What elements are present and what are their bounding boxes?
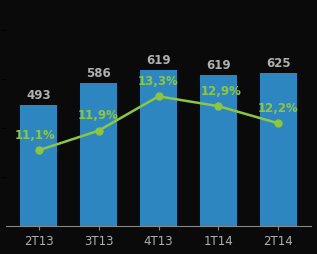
Text: 13,3%: 13,3%: [138, 75, 179, 88]
Text: 11,9%: 11,9%: [78, 109, 119, 122]
Text: 493: 493: [26, 89, 51, 103]
Text: 586: 586: [86, 67, 111, 80]
Bar: [20, 105, 57, 226]
Bar: [260, 73, 297, 226]
Text: 625: 625: [266, 57, 291, 70]
Text: 11,1%: 11,1%: [15, 129, 56, 142]
Bar: [140, 70, 177, 226]
Text: 619: 619: [206, 59, 231, 72]
Text: 619: 619: [146, 54, 171, 67]
Bar: [200, 74, 237, 226]
Text: 12,9%: 12,9%: [201, 85, 242, 98]
Text: 12,2%: 12,2%: [258, 102, 299, 115]
Bar: [80, 83, 117, 226]
